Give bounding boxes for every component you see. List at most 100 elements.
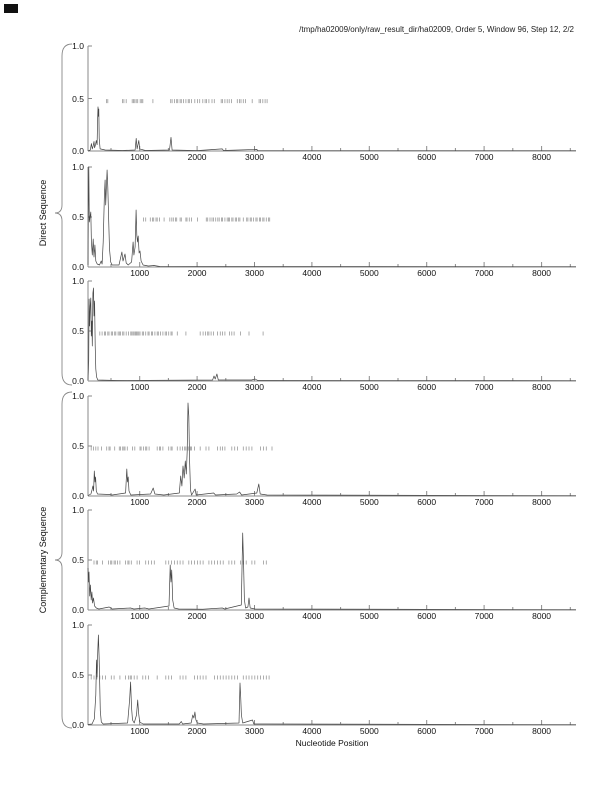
y-ticks	[88, 624, 92, 726]
x-tick-label: 5000	[359, 497, 379, 507]
probability-curve	[87, 402, 577, 497]
x-tick-label: 8000	[532, 497, 552, 507]
panel-complementary-frame-3: 1.0 0.5 0.0 1000 2000 3000 4000 5000 6000 7000 800…	[0, 620, 612, 739]
direct-sequence-brace	[54, 43, 73, 386]
panel-direct-frame-2: 1.0 0.5 0.0 1000 2000 3000 4000 5000 6000 7000 800…	[0, 162, 612, 281]
y-tick-label: 0.5	[72, 326, 84, 336]
panel-complementary-frame-2: 1.0 0.5 0.0 1000 2000 3000 4000 5000 6000 7000 800…	[0, 505, 612, 624]
x-tick-label: 5000	[359, 152, 379, 162]
x-tick-label: 3000	[245, 726, 264, 736]
x-tick-label: 1000	[130, 382, 150, 392]
y-tick-label: 0.5	[72, 555, 84, 565]
orf-marker-row	[106, 99, 268, 104]
axes	[87, 510, 576, 611]
x-tick-label: 8000	[532, 268, 552, 278]
y-tick-label: 1.0	[72, 162, 84, 172]
figure-title: /tmp/ha02009/only/raw_result_dir/ha02009…	[299, 25, 574, 34]
y-ticks	[88, 509, 92, 611]
y-tick-label: 1.0	[72, 41, 84, 51]
y-tick-label: 0.0	[72, 491, 84, 501]
x-tick-label: 7000	[474, 726, 494, 736]
y-tick-label: 0.0	[72, 262, 84, 272]
plot-direct-frame-3	[87, 280, 577, 382]
y-ticks	[88, 395, 92, 497]
x-tick-label: 7000	[474, 268, 494, 278]
x-tick-label: 6000	[417, 726, 437, 736]
x-tick-label: 3000	[245, 268, 264, 278]
x-tick-label: 4000	[302, 497, 322, 507]
x-tick-label: 7000	[474, 611, 494, 621]
plot-complementary-frame-3	[87, 624, 577, 726]
x-tick-label: 1000	[130, 268, 150, 278]
probability-curve	[87, 287, 577, 382]
x-tick-label: 8000	[532, 611, 552, 621]
x-tick-label: 5000	[359, 268, 379, 278]
probability-curve	[87, 166, 577, 268]
x-tick-label: 7000	[474, 497, 494, 507]
x-tick-label: 4000	[302, 152, 322, 162]
probability-curve	[87, 106, 576, 152]
axes	[87, 396, 576, 497]
y-tick-label: 0.0	[72, 720, 84, 730]
x-tick-label: 2000	[187, 268, 207, 278]
y-tick-label: 0.5	[72, 670, 84, 680]
x-tick-label: 1000	[130, 497, 150, 507]
orf-marker-row	[93, 560, 267, 565]
complementary-sequence-brace	[54, 391, 73, 729]
plot-complementary-frame-1	[87, 395, 577, 497]
axes	[87, 625, 576, 726]
x-tick-label: 4000	[302, 382, 322, 392]
orf-marker-row	[143, 217, 271, 222]
y-tick-label: 1.0	[72, 505, 84, 515]
y-ticks	[88, 45, 92, 152]
x-tick-label: 2000	[187, 497, 207, 507]
x-tick-label: 3000	[245, 497, 264, 507]
plot-direct-frame-1	[87, 45, 576, 152]
x-tick-label: 3000	[245, 611, 264, 621]
panel-direct-frame-3: 1.0 0.5 0.0 1000 2000 3000 4000 5000 6000 7000 800…	[0, 276, 612, 395]
x-tick-label: 8000	[532, 152, 552, 162]
probability-curve	[87, 634, 577, 726]
x-tick-label: 6000	[417, 268, 437, 278]
panel-direct-frame-1: 1.0 0.5 0.0 1000 2000 3000 4000 5000 6000 7000 800…	[0, 41, 612, 165]
x-tick-label: 4000	[302, 611, 322, 621]
axes	[87, 167, 576, 268]
y-tick-label: 0.0	[72, 146, 84, 156]
panel-complementary-frame-1: 1.0 0.5 0.0 1000 2000 3000 4000 5000 6000 7000 800…	[0, 391, 612, 510]
x-tick-label: 3000	[245, 382, 264, 392]
plot-direct-frame-2	[87, 166, 577, 268]
x-tick-label: 5000	[359, 611, 379, 621]
x-tick-label: 1000	[130, 152, 150, 162]
x-tick-label: 2000	[187, 611, 207, 621]
y-tick-label: 0.0	[72, 376, 84, 386]
x-ticks	[110, 605, 571, 610]
x-tick-label: 3000	[245, 152, 264, 162]
page-corner-mark	[4, 4, 18, 13]
x-tick-label: 4000	[302, 268, 322, 278]
axes	[87, 281, 576, 382]
plot-complementary-frame-2	[87, 509, 577, 611]
orf-marker-row	[99, 331, 264, 336]
x-ticks	[110, 376, 571, 381]
orf-marker-row	[87, 675, 270, 680]
x-tick-label: 5000	[359, 382, 379, 392]
y-tick-label: 0.0	[72, 605, 84, 615]
x-axis-title: Nucleotide Position	[295, 738, 369, 748]
x-tick-label: 7000	[474, 152, 494, 162]
axes	[87, 46, 576, 152]
y-tick-label: 1.0	[72, 276, 84, 286]
orf-marker-row	[90, 446, 273, 451]
x-tick-label: 8000	[532, 382, 552, 392]
probability-curve	[87, 532, 577, 611]
x-tick-label: 1000	[130, 726, 150, 736]
y-tick-label: 0.5	[72, 93, 84, 104]
y-tick-label: 1.0	[72, 620, 84, 630]
x-tick-label: 1000	[130, 611, 150, 621]
x-ticks	[110, 262, 571, 267]
x-tick-label: 7000	[474, 382, 494, 392]
x-tick-label: 2000	[187, 726, 207, 736]
x-tick-label: 6000	[417, 611, 437, 621]
y-tick-label: 0.5	[72, 212, 84, 222]
x-tick-label: 6000	[417, 382, 437, 392]
y-tick-label: 1.0	[72, 391, 84, 401]
